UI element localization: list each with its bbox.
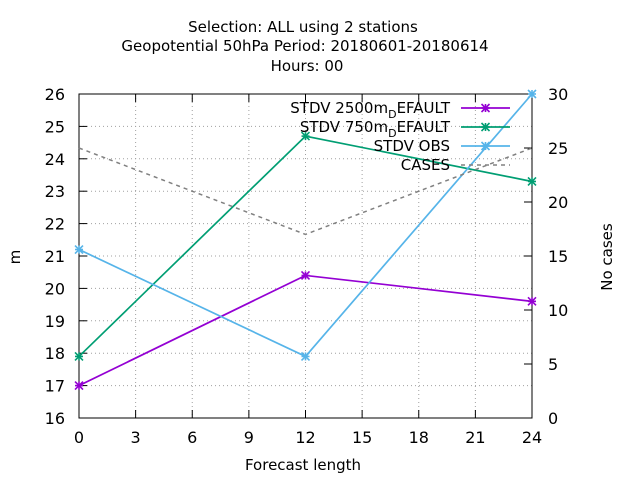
y-tick-label: 17	[45, 377, 65, 396]
data-point	[300, 270, 311, 281]
y2-tick-label: 0	[548, 409, 558, 428]
y-tick-label: 25	[45, 117, 65, 136]
y2-axis-label: No cases	[598, 223, 616, 291]
y2-tick-label: 30	[548, 85, 568, 104]
legend-marker	[480, 141, 491, 151]
legend-entry: CASES	[401, 156, 510, 174]
y-tick-label: 22	[45, 215, 65, 234]
x-tick-label: 6	[187, 428, 197, 447]
series-cases	[78, 147, 533, 236]
legend-marker	[480, 122, 491, 132]
legend-label: STDV 2500mDEFAULT	[290, 99, 451, 121]
x-tick-label: 0	[74, 428, 84, 447]
title-line-3: Hours: 00	[271, 57, 344, 75]
data-point	[300, 351, 311, 362]
y-tick-label: 21	[45, 247, 65, 266]
y2-tick-label: 5	[548, 355, 558, 374]
x-tick-label: 9	[244, 428, 254, 447]
y-tick-label: 18	[45, 344, 65, 363]
y-tick-label: 24	[45, 150, 65, 169]
data-point	[300, 131, 311, 141]
y2-tick-label: 10	[548, 301, 568, 320]
y-tick-label: 20	[45, 279, 65, 298]
legend-label: STDV 750mDEFAULT	[300, 118, 451, 140]
y-tick-label: 23	[45, 182, 65, 201]
x-tick-label: 12	[295, 428, 315, 447]
data-point	[527, 176, 537, 187]
series	[74, 89, 537, 391]
x-tick-label: 18	[409, 428, 429, 447]
data-point	[527, 296, 537, 306]
legend-entry: STDV 750mDEFAULT	[300, 118, 510, 140]
x-tick-label: 15	[352, 428, 372, 447]
x-tick-label: 21	[465, 428, 485, 447]
grid	[79, 94, 532, 418]
y-tick-label: 19	[45, 312, 65, 331]
data-point	[74, 381, 84, 391]
axes: 0 3 6 9 12 15 18 21 24 16 17 18 19 20 21 22 23 24 25 26 0 5 10…	[45, 85, 569, 447]
y2-tick-label: 15	[548, 247, 568, 266]
series-line	[78, 147, 533, 236]
x-tick-label: 24	[522, 428, 542, 447]
title-line-1: Selection: ALL using 2 stations	[188, 18, 418, 36]
data-point	[527, 89, 537, 99]
legend-entry: STDV OBS	[374, 137, 510, 155]
legend-entry: STDV 2500mDEFAULT	[290, 99, 510, 121]
data-point	[74, 244, 84, 255]
data-point	[74, 351, 84, 362]
legend-label: CASES	[401, 156, 450, 174]
series-stdv-750m	[74, 131, 537, 362]
legend-label: STDV OBS	[374, 137, 450, 155]
legend-marker	[480, 103, 491, 113]
series-stdv-2500m	[74, 270, 537, 391]
x-axis-label: Forecast length	[245, 456, 361, 474]
y2-tick-label: 25	[548, 139, 568, 158]
x-tick-label: 3	[131, 428, 141, 447]
plot-frame	[78, 93, 533, 419]
y-tick-label: 26	[45, 85, 65, 104]
y2-tick-label: 20	[548, 193, 568, 212]
series-stdv-obs	[74, 89, 537, 362]
y-axis-label: m	[6, 250, 24, 265]
chart-title: Selection: ALL using 2 stations Geopoten…	[121, 18, 488, 75]
title-line-2: Geopotential 50hPa Period: 20180601-2018…	[121, 37, 488, 55]
y-tick-label: 16	[45, 409, 65, 428]
